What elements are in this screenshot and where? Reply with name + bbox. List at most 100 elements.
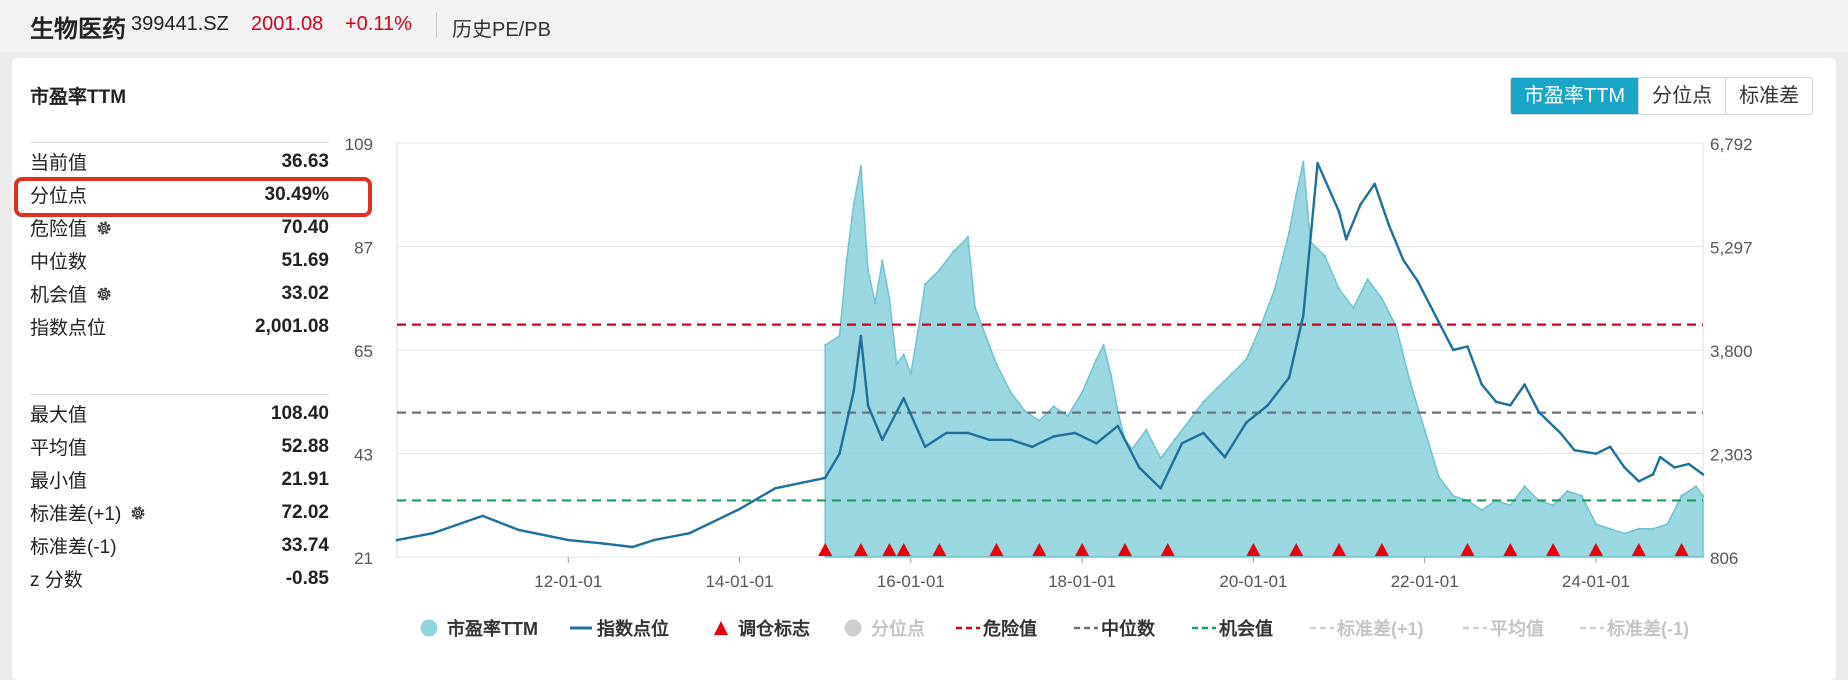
pe-ttm-point bbox=[1352, 306, 1355, 309]
index-level-point bbox=[567, 538, 570, 542]
legend-label: 调仓标志 bbox=[738, 618, 810, 639]
pe-ttm-point bbox=[1566, 489, 1569, 493]
metric-tab-group: 市盈率TTM 分位点 标准差 bbox=[1510, 77, 1814, 115]
pe-ttm-point bbox=[1145, 428, 1148, 432]
y-left-tick-label: 65 bbox=[354, 342, 373, 361]
gear-icon[interactable] bbox=[95, 285, 113, 303]
pe-ttm-point bbox=[1437, 475, 1441, 479]
rebalance-marker bbox=[1588, 543, 1603, 556]
index-level-point bbox=[1658, 455, 1662, 459]
stat-row-z-score: z 分数 -0.85 bbox=[30, 562, 329, 595]
pe-ttm-point bbox=[1394, 325, 1398, 328]
stat-label: 最大值 bbox=[30, 405, 88, 426]
tab-pe-ttm[interactable]: 市盈率TTM bbox=[1511, 78, 1639, 114]
index-level-line bbox=[396, 162, 1704, 549]
index-level-point bbox=[1137, 466, 1141, 469]
legend-label: 市盈率TTM bbox=[447, 618, 538, 639]
legend-swatch-dot bbox=[844, 619, 862, 637]
stat-value: 72.02 bbox=[281, 501, 329, 523]
rebalance-marker bbox=[1160, 543, 1175, 556]
stat-label: 机会值 bbox=[30, 285, 88, 306]
stat-row-std-minus: 标准差(-1) 33.74 bbox=[30, 529, 329, 562]
stat-row-percentile: 分位点 30.49% bbox=[30, 178, 329, 211]
legend-item[interactable]: 中位数 bbox=[1074, 618, 1156, 639]
index-level-point bbox=[631, 545, 634, 549]
index-level-point bbox=[1416, 279, 1419, 283]
pe-ttm-point bbox=[1380, 297, 1384, 300]
legend-label: 指数点位 bbox=[597, 618, 669, 639]
index-level-point bbox=[1623, 466, 1626, 469]
tab-percentile[interactable]: 分位点 bbox=[1638, 78, 1726, 114]
index-level-point bbox=[1673, 466, 1676, 469]
index-level-point bbox=[1387, 224, 1391, 227]
legend-item[interactable]: 平均值 bbox=[1463, 618, 1544, 639]
stat-value: 52.88 bbox=[281, 435, 329, 457]
legend-item[interactable]: 标准差(+1) bbox=[1310, 618, 1424, 639]
legend-item[interactable]: 调仓标志 bbox=[714, 618, 810, 639]
index-level-point bbox=[1266, 404, 1269, 407]
index-level-point bbox=[1180, 442, 1184, 445]
y-right-tick-label: 806 bbox=[1710, 549, 1738, 568]
index-level-point bbox=[431, 531, 435, 535]
pe-ttm-point bbox=[1009, 391, 1012, 394]
legend-item[interactable]: 市盈率TTM bbox=[420, 618, 538, 639]
rebalance-marker bbox=[1246, 543, 1261, 556]
pe-ttm-point bbox=[838, 334, 841, 338]
index-level-point bbox=[1202, 431, 1205, 435]
rebalance-marker bbox=[989, 543, 1004, 556]
index-level-point bbox=[1245, 421, 1248, 424]
pe-ttm-point bbox=[1594, 522, 1598, 526]
index-level-point bbox=[859, 334, 863, 338]
rebalance-marker bbox=[818, 543, 833, 556]
history-pe-pb-link[interactable]: 历史PE/PB bbox=[452, 19, 551, 41]
index-level-point bbox=[1637, 480, 1641, 483]
index-level-point bbox=[1095, 442, 1098, 445]
legend-item[interactable]: 机会值 bbox=[1192, 618, 1273, 639]
index-level-point bbox=[1159, 487, 1162, 490]
stat-value: 21.91 bbox=[281, 468, 329, 490]
index-level-point bbox=[1223, 455, 1227, 459]
pe-ttm-point bbox=[1366, 278, 1369, 281]
rebalance-marker bbox=[1460, 543, 1475, 556]
tab-std-dev[interactable]: 标准差 bbox=[1725, 78, 1813, 114]
index-code: 399441.SZ bbox=[131, 13, 229, 35]
legend-item[interactable]: 标准差(-1) bbox=[1580, 618, 1689, 639]
legend-item[interactable]: 指数点位 bbox=[570, 618, 669, 639]
index-level-point bbox=[738, 507, 741, 511]
index-level-point bbox=[1373, 182, 1376, 186]
pe-ttm-point bbox=[1680, 494, 1683, 497]
pe-ttm-point bbox=[1302, 160, 1305, 163]
index-level-point bbox=[852, 390, 855, 393]
gear-icon[interactable] bbox=[95, 219, 113, 237]
rebalance-marker bbox=[932, 543, 947, 556]
stat-value: 2,001.08 bbox=[255, 315, 329, 337]
index-level-point bbox=[481, 514, 484, 518]
stat-row-index-level: 指数点位 2,001.08 bbox=[30, 310, 329, 343]
index-level-point bbox=[1651, 473, 1655, 476]
index-level-point bbox=[1573, 448, 1576, 452]
pe-ttm-point bbox=[1095, 358, 1098, 361]
index-level-point bbox=[1594, 452, 1598, 456]
rebalance-marker bbox=[853, 543, 868, 556]
pe-ttm-point bbox=[909, 372, 912, 375]
stat-row-current: 当前值 36.63 bbox=[30, 145, 329, 178]
stat-label: 当前值 bbox=[30, 153, 88, 174]
y-left-tick-label: 21 bbox=[354, 549, 373, 568]
stat-label: 分位点 bbox=[30, 186, 88, 207]
index-level-point bbox=[773, 487, 777, 490]
stat-row-mean: 平均值 52.88 bbox=[30, 430, 329, 463]
y-right-tick-label: 3,800 bbox=[1710, 342, 1753, 361]
gear-icon[interactable] bbox=[129, 504, 147, 522]
stat-value: 33.02 bbox=[281, 282, 329, 304]
index-price: 2001.08 bbox=[251, 13, 324, 35]
pe-ttm-point bbox=[1188, 419, 1191, 422]
index-level-point bbox=[945, 431, 948, 435]
rebalance-marker bbox=[1075, 543, 1090, 556]
stat-row-std-plus: 标准差(+1) 72.02 bbox=[30, 496, 329, 529]
panel-title: 市盈率TTM bbox=[30, 87, 127, 108]
pe-ttm-point bbox=[1080, 391, 1084, 394]
pe-ttm-point bbox=[1551, 504, 1555, 507]
legend-item[interactable]: 危险值 bbox=[956, 618, 1037, 639]
legend-item[interactable]: 分位点 bbox=[844, 618, 926, 639]
